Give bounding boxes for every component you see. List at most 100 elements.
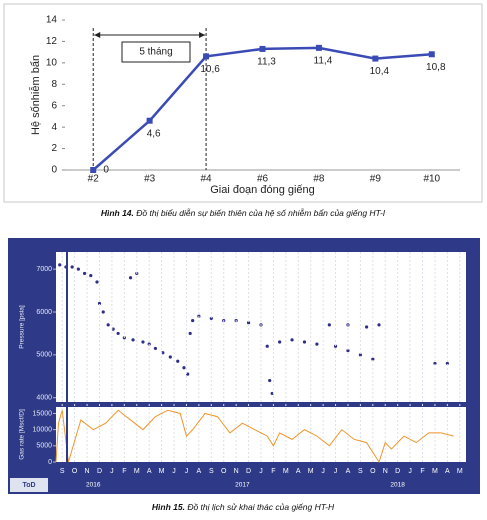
x-tick-label: #8: [313, 174, 325, 185]
y-axis-label: Hệ sốnhiễm bẩn: [29, 55, 42, 135]
caption: Hình 15. Đồ thị lịch sử khai thác của gi…: [152, 502, 335, 512]
point: [433, 361, 437, 366]
x-tick-label: A: [296, 468, 301, 475]
y-tick-label: 12: [46, 36, 58, 47]
point: [168, 355, 172, 359]
y-tick-label: 6: [51, 100, 57, 111]
x-tick-label: S: [209, 468, 214, 475]
point: [141, 340, 145, 344]
y-axis-label: Pressure [psia]: [19, 305, 26, 349]
caption-text: Đồ thị lịch sử khai thác của giếng HT-H: [187, 502, 335, 512]
x-tick-label: J: [259, 468, 263, 475]
x-tick-label: #10: [423, 174, 440, 185]
line: [55, 409, 454, 464]
x-tick-label: #6: [257, 174, 269, 185]
x-tick-label: #4: [201, 174, 213, 185]
point: [95, 280, 99, 284]
year-label: 2017: [235, 482, 250, 489]
x-tick-label: J: [334, 468, 338, 475]
value-label: 10,8: [426, 62, 446, 73]
x-tick-label: #3: [144, 174, 156, 185]
annotation: 5 tháng: [139, 47, 172, 58]
x-tick-label: M: [283, 468, 289, 475]
x-tick-label: A: [147, 468, 152, 475]
x-tick-label: J: [172, 468, 176, 475]
y-tick-label: 5000: [36, 352, 52, 359]
x-tick-label: O: [370, 468, 376, 475]
point: [76, 267, 80, 271]
annotation-box: [121, 41, 191, 63]
value-label: 11,3: [257, 57, 276, 68]
x-tick-label: D: [97, 468, 102, 475]
point: [302, 340, 307, 344]
value-label: 11,4: [314, 55, 333, 66]
x-tick-label: #9: [370, 174, 382, 185]
caption-label: Hình 15.: [152, 502, 185, 512]
point: [89, 273, 93, 278]
y-tick-label: 0: [48, 459, 52, 466]
point: [265, 344, 269, 348]
value-label: 10,6: [200, 64, 220, 75]
y-tick-label: 10000: [33, 426, 53, 433]
value-label: 10,4: [370, 66, 390, 77]
point: [128, 276, 133, 280]
caption-label: Hình 14.: [101, 208, 134, 218]
point: [365, 325, 369, 329]
year-label: 2018: [390, 482, 405, 489]
marker: [146, 117, 153, 124]
x-tick-label: N: [85, 468, 90, 475]
value-label: 4,6: [147, 128, 161, 139]
x-tick-label: M: [159, 468, 165, 475]
point: [268, 378, 272, 383]
x-tick-label: A: [445, 468, 450, 475]
x-tick-label: J: [408, 468, 412, 475]
point: [70, 265, 74, 269]
point: [327, 323, 331, 327]
y-axis-label: Gas rate [Mscf/D]: [19, 409, 26, 460]
marker: [372, 55, 379, 62]
x-tick-label: J: [321, 468, 325, 475]
y-tick-label: 14: [46, 15, 58, 26]
year-label: 2016: [86, 482, 101, 489]
y-tick-label: 10: [46, 57, 58, 68]
y-tick-label: 0: [51, 165, 57, 176]
point: [153, 346, 157, 351]
x-tick-label: N: [234, 468, 239, 475]
y-tick-label: 6000: [36, 309, 52, 316]
figure-frame: [3, 3, 483, 203]
x-tick-label: M: [457, 468, 463, 475]
x-axis-label: Giai đoạn đóng giếng: [210, 184, 315, 196]
marker: [203, 53, 210, 60]
y-tick-label: 2: [51, 143, 57, 154]
point: [278, 340, 282, 344]
value-label: 0: [103, 165, 109, 176]
point: [101, 310, 105, 314]
point: [290, 338, 294, 342]
x-tick-label: F: [122, 468, 126, 475]
x-tick-label: S: [60, 468, 65, 475]
point: [246, 321, 251, 325]
marker: [90, 167, 97, 173]
caption-text: Đồ thị biểu diễn sự biến thiên của hệ số…: [136, 208, 386, 218]
point: [188, 331, 192, 336]
point: [97, 301, 102, 306]
x-tick-label: M: [432, 468, 438, 475]
point: [377, 323, 381, 327]
x-tick-label: O: [221, 468, 227, 475]
point: [182, 366, 186, 370]
x-axis-label: ToD: [22, 482, 35, 489]
x-tick-label: A: [197, 468, 202, 475]
caption: Hình 14. Đồ thị biểu diễn sự biến thiên …: [101, 208, 386, 218]
point: [445, 361, 449, 366]
point: [82, 271, 87, 276]
x-tick-label: A: [346, 468, 351, 475]
tod-box: [10, 478, 48, 492]
pressure-panel: [56, 252, 466, 402]
y-tick-label: 8: [51, 79, 57, 90]
x-tick-label: D: [395, 468, 400, 475]
point: [106, 323, 110, 327]
x-tick-label: N: [383, 468, 388, 475]
marker: [315, 44, 322, 51]
